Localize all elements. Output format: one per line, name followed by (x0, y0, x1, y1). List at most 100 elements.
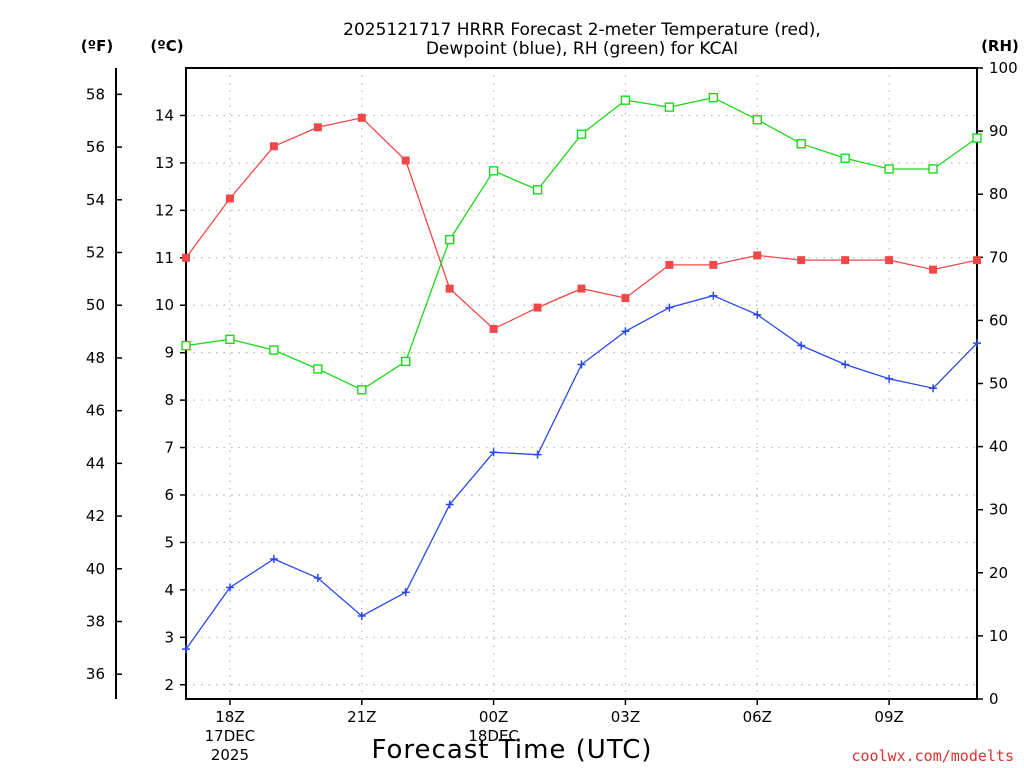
fahrenheit-tick-label: 56 (86, 138, 105, 156)
rh-point (225, 334, 235, 345)
x-axis-title: Forecast Time (UTC) (371, 735, 652, 765)
celsius-tick-label: 6 (164, 486, 174, 504)
temperature-point (489, 324, 498, 333)
celsius-tick-label: 13 (155, 154, 174, 172)
temperature-point (841, 256, 850, 265)
temperature-point (885, 256, 894, 265)
fahrenheit-tick-label: 36 (86, 665, 105, 683)
rh-point (357, 385, 367, 395)
dewpoint-point (929, 384, 938, 393)
celsius-tick-label: 7 (164, 439, 174, 457)
temperature-point (533, 303, 542, 312)
dewpoint-point (665, 303, 674, 312)
rh-tick-label: 100 (989, 59, 1018, 77)
dewpoint-point (182, 645, 190, 654)
x-tick-label: 09Z (874, 708, 903, 726)
temperature-point (313, 123, 322, 132)
fahrenheit-tick-label: 54 (86, 191, 105, 209)
temperature-point (621, 294, 630, 303)
rh-point (708, 92, 719, 103)
chart-title-line-2: Dewpoint (blue), RH (green) for KCAI (426, 39, 738, 59)
dewpoint-point (753, 310, 762, 319)
celsius-tick-label: 12 (155, 201, 174, 219)
temperature-point (182, 253, 190, 262)
rh-point (313, 364, 323, 374)
fahrenheit-tick-label: 48 (86, 349, 105, 367)
temperature-point (797, 256, 806, 265)
fahrenheit-tick-label: 44 (86, 454, 105, 472)
tick-marks-and-labels: 2345678910111213143638404244464850525456… (86, 59, 1018, 764)
rh-point (972, 133, 982, 143)
rh-tick-label: 10 (989, 627, 1008, 645)
rh-line (185, 97, 978, 391)
fahrenheit-tick-label: 58 (86, 85, 105, 103)
celsius-tick-label: 4 (164, 581, 174, 599)
plot-frame (185, 67, 978, 700)
dewpoint-point (797, 341, 806, 350)
rh-series (181, 92, 982, 395)
temperature-point (929, 265, 938, 274)
celsius-tick-label: 8 (164, 391, 174, 409)
rh-point (401, 356, 411, 367)
celsius-tick-label: 3 (164, 628, 174, 646)
dewpoint-point (621, 327, 630, 336)
dewpoint-point (533, 450, 542, 459)
rh-tick-label: 20 (989, 564, 1008, 582)
rh-tick-label: 50 (989, 375, 1008, 393)
temperature-point (401, 156, 410, 165)
temperature-line (185, 117, 978, 330)
x-tick-label: 21Z (347, 708, 376, 726)
temperature-point (269, 142, 278, 151)
series-layer (181, 92, 982, 654)
dewpoint-point (709, 291, 718, 300)
x-tick-label: 18Z (215, 708, 244, 726)
dewpoint-point (841, 360, 850, 369)
fahrenheit-tick-label: 40 (86, 560, 105, 578)
temperature-point (357, 113, 366, 122)
dewpoint-point (225, 583, 234, 592)
rh-point (752, 115, 762, 125)
dewpoint-point (269, 555, 278, 564)
temperature-series (182, 113, 981, 333)
dewpoint-point (357, 611, 366, 620)
dewpoint-line (185, 295, 978, 650)
rh-point (181, 340, 191, 351)
rh-tick-label: 80 (989, 185, 1008, 203)
dewpoint-point (577, 360, 586, 369)
credit-text: coolwx.com/modelts (851, 747, 1014, 765)
temperature-point (225, 194, 234, 203)
rh-point (664, 102, 675, 112)
rh-unit-label: (RH) (981, 37, 1019, 55)
rh-point (488, 166, 499, 176)
rh-tick-label: 90 (989, 122, 1008, 140)
rh-point (269, 345, 279, 355)
dewpoint-point (401, 588, 410, 597)
fahrenheit-tick-label: 38 (86, 613, 105, 631)
fahrenheit-tick-label: 42 (86, 507, 105, 525)
dewpoint-series (182, 291, 981, 654)
rh-tick-label: 0 (989, 690, 999, 708)
celsius-tick-label: 11 (155, 249, 174, 267)
rh-point (576, 129, 587, 139)
x-tick-label: 06Z (743, 708, 772, 726)
rh-point (532, 185, 543, 195)
celsius-tick-label: 2 (164, 676, 174, 694)
temperature-point (445, 284, 454, 293)
dewpoint-point (885, 374, 894, 383)
x-tick-label: 17DEC (205, 727, 256, 745)
dewpoint-point (973, 339, 981, 348)
x-tick-label: 03Z (611, 708, 640, 726)
rh-point (884, 164, 894, 174)
dewpoint-point (313, 574, 322, 583)
dewpoint-point (489, 448, 498, 457)
fahrenheit-unit-label: (ºF) (81, 37, 113, 55)
temperature-point (665, 260, 674, 269)
rh-tick-label: 70 (989, 248, 1008, 266)
x-tick-label: 18DEC (468, 727, 519, 745)
celsius-tick-label: 9 (164, 344, 174, 362)
rh-point (444, 234, 455, 245)
fahrenheit-tick-label: 46 (86, 402, 105, 420)
rh-tick-label: 30 (989, 501, 1008, 519)
rh-point (840, 153, 850, 163)
temperature-point (753, 251, 762, 260)
